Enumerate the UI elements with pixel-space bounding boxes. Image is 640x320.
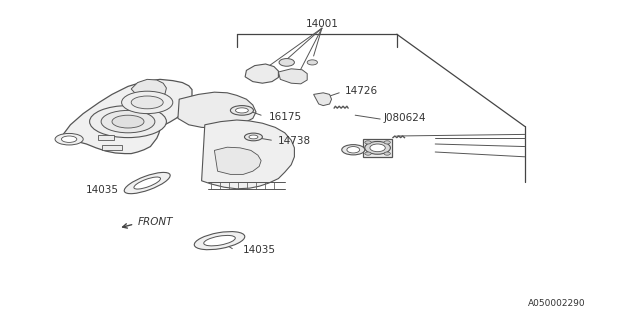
Text: J080624: J080624: [384, 113, 426, 124]
Ellipse shape: [279, 59, 294, 66]
Ellipse shape: [195, 232, 244, 250]
Ellipse shape: [55, 133, 83, 145]
Ellipse shape: [134, 177, 161, 189]
Bar: [98, 135, 114, 140]
Polygon shape: [178, 92, 256, 128]
Ellipse shape: [365, 152, 371, 155]
Polygon shape: [61, 79, 192, 154]
Ellipse shape: [236, 108, 248, 113]
Ellipse shape: [124, 172, 170, 194]
Text: 14738: 14738: [278, 136, 311, 146]
Ellipse shape: [249, 135, 258, 139]
Text: 14001: 14001: [305, 19, 339, 29]
Ellipse shape: [122, 91, 173, 114]
Ellipse shape: [347, 147, 360, 153]
Ellipse shape: [101, 110, 155, 133]
Polygon shape: [131, 79, 166, 99]
Ellipse shape: [285, 72, 303, 81]
Bar: [102, 145, 122, 150]
Ellipse shape: [365, 141, 390, 154]
Ellipse shape: [90, 106, 166, 138]
Polygon shape: [214, 147, 261, 174]
Ellipse shape: [112, 115, 144, 128]
Polygon shape: [245, 64, 278, 83]
Ellipse shape: [230, 106, 253, 115]
Bar: [364, 139, 392, 157]
Polygon shape: [278, 69, 307, 84]
Ellipse shape: [370, 144, 385, 152]
Ellipse shape: [307, 60, 317, 65]
Text: 16175: 16175: [269, 112, 302, 122]
Ellipse shape: [244, 133, 262, 141]
Ellipse shape: [61, 136, 77, 142]
Text: 14726: 14726: [344, 86, 378, 96]
Ellipse shape: [384, 141, 390, 144]
Ellipse shape: [384, 152, 390, 155]
Ellipse shape: [365, 141, 371, 144]
Ellipse shape: [131, 96, 163, 109]
Ellipse shape: [342, 145, 365, 155]
Polygon shape: [202, 120, 294, 189]
Text: 14035: 14035: [85, 185, 118, 196]
Text: FRONT: FRONT: [138, 217, 173, 228]
Text: 14035: 14035: [243, 244, 276, 255]
Polygon shape: [314, 93, 332, 106]
Ellipse shape: [204, 236, 236, 246]
Text: A050002290: A050002290: [528, 300, 586, 308]
